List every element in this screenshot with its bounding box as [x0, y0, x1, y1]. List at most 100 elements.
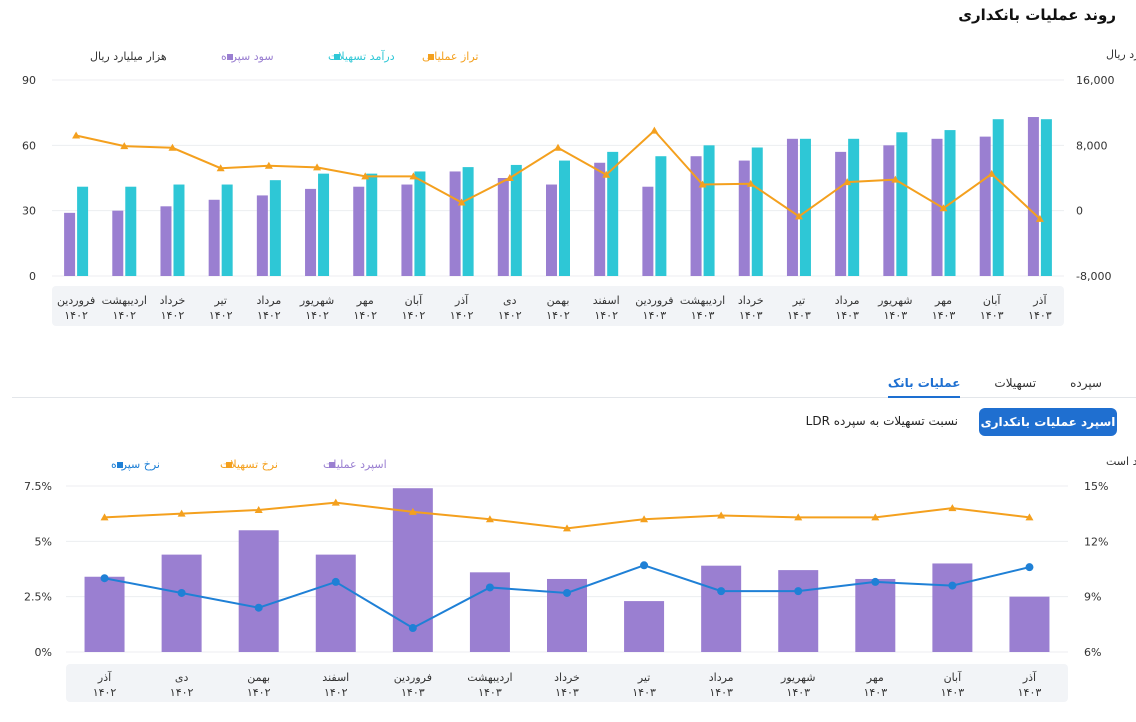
legend-label-3: تراز عملیاتی — [422, 50, 478, 63]
bar-spread — [855, 578, 896, 652]
bar-deposit-interest — [353, 186, 365, 276]
bar-deposit-interest — [546, 184, 557, 276]
chart-spread: 0% 2.5% 5% 7.5% 6% 9% 12% 15% اعداد بر اساس درصد… — [24, 455, 1136, 702]
bar-deposit-interest — [786, 138, 798, 276]
bar-loan-income — [414, 171, 426, 276]
x-tick-month: خرداد — [738, 294, 764, 307]
x-tick-year: ۱۴۰۳ — [941, 686, 965, 699]
point-loan-rate — [100, 513, 109, 521]
x-tick-month: آذر — [1022, 670, 1037, 684]
x-tick-year: ۱۴۰۲ — [161, 309, 185, 322]
point-loan-rate — [717, 511, 726, 519]
x-tick-month: تیر — [637, 671, 650, 684]
x-tick-month: اردیبهشت — [467, 671, 512, 684]
x-axis-band — [66, 664, 1068, 702]
x-tick-year: ۱۴۰۳ — [1018, 686, 1042, 699]
x-tick-month: آذر — [454, 293, 469, 307]
bar-deposit-interest — [883, 145, 895, 276]
tab-deposits[interactable]: سپرده — [1070, 376, 1102, 390]
right-axis-tick: -8,000 — [1076, 270, 1111, 283]
point-operating-balance — [746, 179, 755, 187]
left-axis-title: هزار میلیارد ریال — [90, 50, 167, 63]
x-tick-year: ۱۴۰۳ — [835, 309, 859, 322]
bar-deposit-interest — [401, 184, 413, 276]
x-tick-year: ۱۴۰۳ — [643, 309, 667, 322]
x-tick-month: اردیبهشت — [102, 294, 147, 307]
bar-deposit-interest — [979, 136, 991, 276]
x-tick-year: ۱۴۰۲ — [112, 309, 136, 322]
bar-loan-income — [173, 184, 185, 276]
point-operating-balance — [602, 170, 611, 178]
left-axis-tick: 0% — [35, 646, 52, 659]
bar-spread — [1009, 596, 1050, 652]
left-axis-tick: 5% — [35, 535, 52, 548]
x-tick-month: اسفند — [322, 671, 349, 684]
bar-spread — [932, 563, 973, 652]
point-deposit-rate — [871, 577, 880, 586]
ldr-ratio-link[interactable]: نسبت تسهیلات به سپرده LDR — [805, 414, 958, 428]
x-tick-year: ۱۴۰۲ — [305, 309, 329, 322]
bar-deposit-interest — [642, 186, 654, 276]
right-axis-tick: 16,000 — [1076, 74, 1115, 87]
bar-deposit-interest — [160, 206, 172, 276]
point-deposit-rate — [1025, 563, 1034, 572]
point-loan-rate — [331, 498, 340, 506]
legend-1-swatch — [329, 462, 335, 468]
page-title: روند عملیات بانکداری — [958, 6, 1116, 24]
point-operating-balance — [650, 126, 659, 134]
legend-2-swatch — [226, 462, 232, 468]
point-deposit-rate — [794, 587, 803, 596]
bar-deposit-interest — [1027, 117, 1039, 277]
right-axis-title: اعداد بر اساس درصد است — [1106, 455, 1136, 468]
point-deposit-rate — [948, 581, 957, 590]
x-tick-year: ۱۴۰۲ — [64, 309, 88, 322]
bar-loan-income — [703, 145, 715, 276]
x-tick-month: خرداد — [160, 294, 186, 307]
left-axis-tick: 60 — [22, 139, 36, 152]
x-tick-year: ۱۴۰۲ — [209, 309, 233, 322]
right-axis-tick: 9% — [1084, 591, 1101, 604]
x-tick-month: مهر — [356, 294, 374, 307]
bar-deposit-interest — [208, 199, 220, 276]
x-tick-month: فروردین — [57, 294, 95, 307]
point-loan-rate — [640, 515, 649, 523]
point-deposit-rate — [177, 588, 186, 597]
legend-1-swatch — [227, 54, 233, 60]
legend-label-1: اسپرد عملیات — [323, 458, 387, 471]
bar-deposit-interest — [64, 212, 76, 276]
x-tick-month: مرداد — [835, 294, 860, 307]
bar-deposit-interest — [112, 210, 124, 276]
point-deposit-rate — [485, 583, 494, 592]
bar-loan-income — [510, 164, 522, 276]
left-axis-tick: 2.5% — [24, 591, 52, 604]
point-operating-balance — [554, 143, 562, 151]
spread-button[interactable]: اسپرد عملیات بانکداری — [979, 408, 1117, 436]
x-tick-year: ۱۴۰۲ — [247, 686, 271, 699]
tab-bank-operations[interactable]: عملیات بانک — [887, 372, 961, 398]
point-loan-rate — [408, 507, 417, 515]
point-operating-balance — [891, 175, 900, 183]
right-axis-tick: 6% — [1084, 646, 1101, 659]
bar-loan-income — [848, 138, 860, 276]
point-operating-balance — [72, 131, 81, 139]
point-operating-balance — [505, 174, 514, 181]
x-tick-month: مهر — [866, 671, 884, 684]
x-tick-month: آبان — [983, 293, 1001, 307]
bar-loan-income — [559, 160, 570, 276]
bar-loan-income — [751, 147, 763, 276]
x-tick-month: مرداد — [256, 294, 281, 307]
x-tick-year: ۱۴۰۲ — [353, 309, 377, 322]
x-tick-year: ۱۴۰۲ — [257, 309, 281, 322]
point-deposit-rate — [717, 587, 726, 596]
bar-loan-income — [992, 119, 1004, 276]
legend-3-swatch — [428, 54, 434, 60]
x-tick-year: ۱۴۰۳ — [478, 686, 502, 699]
tab-loans[interactable]: تسهیلات — [994, 376, 1037, 390]
point-loan-rate — [948, 504, 957, 512]
x-tick-month: آذر — [97, 670, 112, 684]
x-tick-year: ۱۴۰۳ — [786, 686, 810, 699]
bar-deposit-interest — [256, 195, 268, 276]
x-tick-year: ۱۴۰۲ — [546, 309, 570, 322]
x-tick-year: ۱۴۰۳ — [863, 686, 887, 699]
bar-loan-income — [462, 167, 474, 276]
